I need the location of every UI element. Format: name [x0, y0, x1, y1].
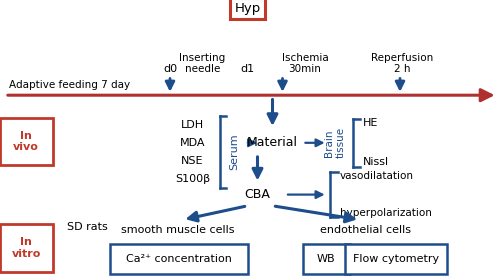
- Text: smooth muscle cells: smooth muscle cells: [121, 225, 234, 235]
- Text: Nissl: Nissl: [362, 157, 388, 167]
- Text: LDH: LDH: [181, 120, 204, 130]
- Text: WB: WB: [316, 254, 336, 264]
- Text: Serum: Serum: [229, 134, 239, 170]
- Text: vasodilatation: vasodilatation: [340, 171, 414, 181]
- FancyBboxPatch shape: [345, 244, 448, 274]
- Text: CBA: CBA: [244, 188, 270, 201]
- FancyBboxPatch shape: [110, 244, 248, 274]
- Text: Material: Material: [247, 136, 298, 149]
- FancyBboxPatch shape: [302, 244, 350, 274]
- Text: Hyp: Hyp: [234, 2, 260, 15]
- Text: endothelial cells: endothelial cells: [320, 225, 410, 235]
- Text: HE: HE: [362, 118, 378, 128]
- Text: NSE: NSE: [181, 156, 204, 166]
- Text: In
vitro: In vitro: [12, 237, 41, 259]
- Text: Adaptive feeding 7 day: Adaptive feeding 7 day: [10, 80, 130, 90]
- Text: Inserting
needle: Inserting needle: [180, 53, 226, 74]
- Text: In
vivo: In vivo: [14, 130, 39, 152]
- FancyBboxPatch shape: [0, 118, 52, 165]
- Text: Flow cytometry: Flow cytometry: [353, 254, 439, 264]
- Text: d0: d0: [163, 64, 177, 74]
- Text: S100β: S100β: [175, 174, 210, 184]
- FancyBboxPatch shape: [0, 224, 52, 272]
- Text: MDA: MDA: [180, 138, 206, 148]
- Text: Reperfusion
2 h: Reperfusion 2 h: [372, 53, 434, 74]
- Text: Ca²⁺ concentration: Ca²⁺ concentration: [126, 254, 232, 264]
- Text: hyperpolarization: hyperpolarization: [340, 208, 432, 218]
- Text: Brain
tissue: Brain tissue: [324, 127, 346, 158]
- Text: SD rats: SD rats: [67, 222, 108, 232]
- Text: d1: d1: [240, 64, 254, 74]
- Text: Ischemia
30min: Ischemia 30min: [282, 53, 329, 74]
